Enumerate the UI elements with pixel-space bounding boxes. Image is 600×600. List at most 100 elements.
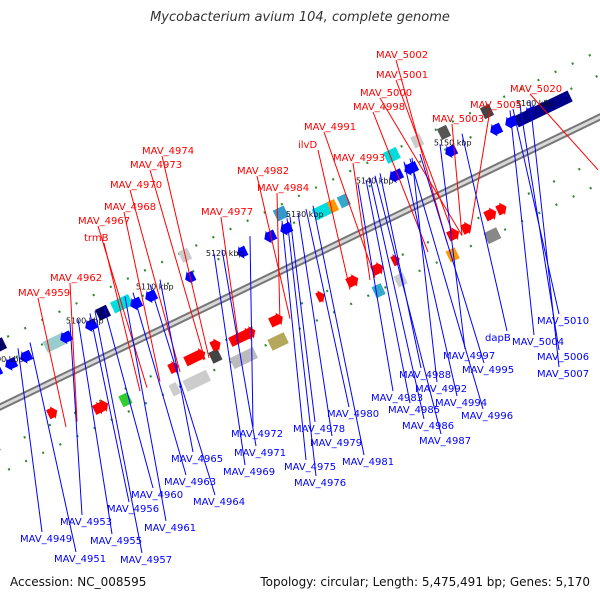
reverse-feature-3-body [0, 337, 8, 354]
reverse-feature-23-body [410, 133, 425, 149]
reverse-gene-label: MAV_4969 [223, 467, 275, 478]
forward-gene-label: MAV_4998 [353, 102, 405, 113]
reverse-gene-label: MAV_4995 [462, 365, 514, 376]
reverse-feature-25-body [436, 124, 452, 140]
forward-label-leader [256, 175, 291, 319]
reverse-label-leader [94, 310, 143, 554]
scale-tick-label: 5130 kbp [286, 210, 324, 219]
scale-tick-label: 5120 kbp [206, 249, 244, 258]
forward-label-leader [352, 162, 371, 281]
reverse-gene-label: MAV_4976 [294, 478, 346, 489]
forward-feature-3 [118, 392, 133, 408]
forward-gene-label: MAV_5005 [470, 100, 522, 111]
reverse-label-leader [286, 218, 317, 477]
reverse-label-leader [132, 292, 187, 476]
forward-gene-label: MAV_4962 [50, 273, 102, 284]
reverse-gene-21 [404, 160, 420, 176]
reverse-label-leader [89, 313, 130, 503]
forward-gene-label: MAV_5000 [360, 88, 412, 99]
reverse-gene-label: MAV_4987 [419, 436, 471, 447]
forward-gene-label: MAV_4991 [304, 122, 356, 133]
reverse-label-leader [103, 306, 154, 489]
scale-tick-label: 5150 kbp [434, 139, 472, 148]
reverse-label-leader [213, 253, 246, 466]
reverse-feature-16 [272, 205, 289, 222]
reverse-gene-2 [20, 349, 34, 364]
forward-feature-4 [168, 382, 181, 397]
forward-gene-label: MAV_4967 [78, 216, 130, 227]
forward-gene-23 [460, 221, 472, 235]
reverse-gene-label: MAV_4960 [131, 490, 183, 501]
forward-feature-13-body [267, 332, 289, 351]
reverse-gene-label: MAV_4978 [293, 424, 345, 435]
forward-feature-21-body [445, 247, 460, 263]
forward-feature-19-body [393, 272, 408, 288]
forward-label-leader [451, 123, 463, 236]
reverse-gene-6 [85, 318, 99, 333]
reverse-label-leader [281, 220, 307, 461]
reverse-gene-label: MAV_4975 [284, 462, 336, 473]
reverse-label-leader [411, 157, 438, 383]
reverse-gene-label: MAV_4965 [171, 454, 223, 465]
forward-gene-label: MAV_4959 [18, 288, 70, 299]
forward-gene-label: MAV_4982 [237, 166, 289, 177]
scale-tick-label: 5090 kbp [0, 355, 24, 364]
forward-gene-26 [495, 202, 507, 216]
forward-label-leader [69, 282, 78, 422]
reverse-feature-3 [0, 337, 8, 354]
genome-backbone-highlight [0, 115, 600, 409]
reverse-gene-label: dapB [485, 333, 511, 344]
forward-gene-25 [483, 207, 497, 222]
forward-feature-7 [182, 369, 212, 392]
reverse-gene-label: MAV_4996 [461, 411, 513, 422]
forward-label-leader [37, 297, 67, 428]
forward-label-leader [123, 211, 161, 382]
forward-gene-label: MAV_4993 [333, 153, 385, 164]
scale-tick-label: 5110 kbp [136, 283, 174, 292]
reverse-gene-label: MAV_4972 [231, 429, 283, 440]
reverse-gene-label: MAV_5004 [512, 337, 564, 348]
reverse-gene-label: MAV_4957 [120, 555, 172, 566]
scale-tick-label: 5100 kbp [66, 316, 104, 325]
forward-gene-label: MAV_5002 [376, 50, 428, 61]
forward-label-leader [149, 169, 206, 360]
reverse-gene-label: MAV_4951 [54, 554, 106, 565]
reverse-gene-label: MAV_4997 [443, 351, 495, 362]
reverse-label-leader [17, 348, 43, 533]
forward-gene-label: MAV_5001 [376, 70, 428, 81]
reverse-gene-label: MAV_5006 [537, 352, 589, 363]
reverse-gene-label: MAV_4994 [435, 398, 487, 409]
reverse-gene-26 [490, 122, 504, 137]
accession-text: Accession: NC_008595 [10, 575, 147, 589]
reverse-label-leader [297, 212, 333, 437]
reverse-label-leader [374, 175, 442, 435]
forward-gene-label: MAV_4974 [142, 146, 194, 157]
forward-gene-label: MAV_4968 [104, 202, 156, 213]
reverse-label-leader [409, 158, 484, 410]
reverse-gene-label: MAV_4983 [371, 393, 423, 404]
forward-feature-24-body [483, 227, 502, 245]
forward-label-leader [529, 93, 599, 171]
forward-gene-label: MAV_4973 [130, 160, 182, 171]
forward-label-leader [395, 59, 448, 243]
forward-feature-17 [371, 283, 386, 299]
reverse-gene-label: MAV_4963 [164, 477, 216, 488]
forward-gene-label: MAV_4970 [110, 180, 162, 191]
reverse-gene-label: MAV_4961 [144, 523, 196, 534]
forward-label-leader [276, 192, 281, 324]
forward-feature-8-body [208, 348, 223, 364]
reverse-label-leader [312, 205, 365, 456]
forward-gene-9 [209, 338, 221, 352]
forward-label-leader [469, 109, 491, 232]
forward-gene-label: MAV_5020 [510, 84, 562, 95]
reverse-label-leader [365, 179, 411, 404]
forward-gene-2 [96, 399, 109, 413]
forward-label-leader [317, 149, 351, 290]
forward-gene-14 [268, 312, 283, 328]
forward-feature-3-body [118, 392, 133, 408]
reverse-gene-label: MAV_4971 [234, 448, 286, 459]
genome-info-text: Topology: circular; Length: 5,475,491 bp… [260, 575, 590, 589]
reverse-label-leader [357, 183, 394, 392]
reverse-label-leader [403, 161, 458, 397]
